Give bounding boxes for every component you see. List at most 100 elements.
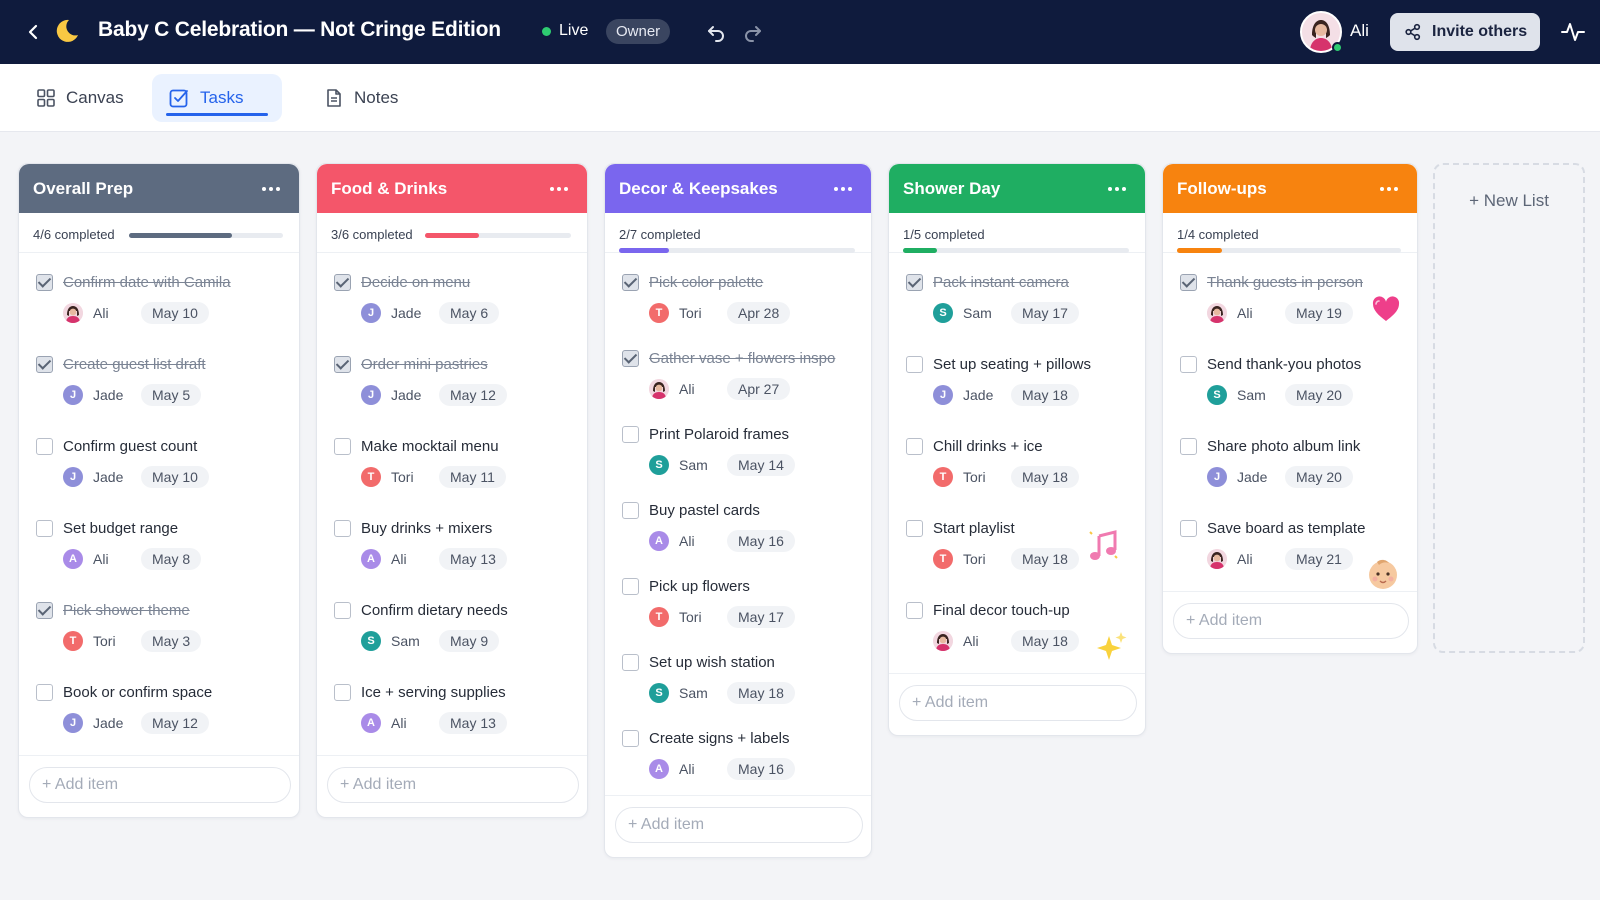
due-date-chip[interactable]: May 13 [439, 548, 507, 570]
task-title[interactable]: Gather vase + flowers inspo [649, 350, 836, 367]
due-date-chip[interactable]: May 18 [1011, 630, 1079, 652]
task-checkbox[interactable] [906, 356, 923, 373]
task-checkbox[interactable] [36, 356, 53, 373]
task-title[interactable]: Set up wish station [649, 654, 775, 671]
task-checkbox[interactable] [1180, 438, 1197, 455]
due-date-chip[interactable]: May 14 [727, 454, 795, 476]
task-title[interactable]: Decide on menu [361, 274, 471, 291]
user-avatar[interactable] [1300, 11, 1342, 53]
due-date-chip[interactable]: May 18 [727, 682, 795, 704]
due-date-chip[interactable]: May 18 [1011, 384, 1079, 406]
task-title[interactable]: Start playlist [933, 520, 1015, 537]
due-date-chip[interactable]: May 12 [141, 712, 209, 734]
task-checkbox[interactable] [36, 684, 53, 701]
task-title[interactable]: Make mocktail menu [361, 438, 499, 455]
due-date-chip[interactable]: May 13 [439, 712, 507, 734]
task-title[interactable]: Pick color palette [649, 274, 764, 291]
due-date-chip[interactable]: May 20 [1285, 384, 1353, 406]
due-date-chip[interactable]: May 17 [1011, 302, 1079, 324]
due-date-chip[interactable]: May 16 [727, 530, 795, 552]
due-date-chip[interactable]: May 21 [1285, 548, 1353, 570]
task-checkbox[interactable] [622, 578, 639, 595]
task-title[interactable]: Create signs + labels [649, 730, 790, 747]
due-date-chip[interactable]: Apr 27 [727, 378, 791, 400]
task-checkbox[interactable] [622, 274, 639, 291]
task-title[interactable]: Send thank-you photos [1207, 356, 1362, 373]
task-checkbox[interactable] [334, 684, 351, 701]
task-title[interactable]: Create guest list draft [63, 356, 206, 373]
task-title[interactable]: Print Polaroid frames [649, 426, 790, 443]
redo-icon[interactable] [741, 20, 765, 44]
task-title[interactable]: Book or confirm space [63, 684, 213, 701]
more-options-icon[interactable] [259, 179, 283, 199]
due-date-chip[interactable]: May 10 [141, 466, 209, 488]
more-options-icon[interactable] [831, 179, 855, 199]
due-date-chip[interactable]: May 10 [141, 302, 209, 324]
due-date-chip[interactable]: May 19 [1285, 302, 1353, 324]
due-date-chip[interactable]: May 20 [1285, 466, 1353, 488]
undo-icon[interactable] [704, 20, 728, 44]
tab-notes[interactable]: Notes [308, 74, 414, 122]
more-options-icon[interactable] [547, 179, 571, 199]
due-date-chip[interactable]: Apr 28 [727, 302, 791, 324]
task-checkbox[interactable] [334, 438, 351, 455]
task-checkbox[interactable] [334, 356, 351, 373]
task-checkbox[interactable] [906, 438, 923, 455]
more-options-icon[interactable] [1377, 179, 1401, 199]
due-date-chip[interactable]: May 6 [439, 302, 500, 324]
task-title[interactable]: Confirm date with Camila [63, 274, 231, 291]
new-list-button[interactable]: + New List [1433, 163, 1585, 653]
task-title[interactable]: Final decor touch-up [933, 602, 1070, 619]
task-title[interactable]: Confirm dietary needs [361, 602, 508, 619]
task-checkbox[interactable] [334, 274, 351, 291]
invite-others-button[interactable]: Invite others [1390, 13, 1540, 51]
due-date-chip[interactable]: May 3 [141, 630, 202, 652]
due-date-chip[interactable]: May 9 [439, 630, 500, 652]
tab-canvas[interactable]: Canvas [20, 74, 140, 122]
task-title[interactable]: Confirm guest count [63, 438, 198, 455]
add-item-input[interactable]: + Add item [327, 767, 579, 803]
back-arrow-icon[interactable] [22, 20, 46, 44]
task-title[interactable]: Set budget range [63, 520, 179, 537]
add-item-input[interactable]: + Add item [615, 807, 863, 843]
task-checkbox[interactable] [622, 502, 639, 519]
task-title[interactable]: Pick up flowers [649, 578, 750, 595]
add-item-input[interactable]: + Add item [29, 767, 291, 803]
more-options-icon[interactable] [1105, 179, 1129, 199]
due-date-chip[interactable]: May 18 [1011, 466, 1079, 488]
task-checkbox[interactable] [36, 274, 53, 291]
task-checkbox[interactable] [334, 520, 351, 537]
task-title[interactable]: Pack instant camera [933, 274, 1069, 291]
task-title[interactable]: Save board as template [1207, 520, 1366, 537]
task-checkbox[interactable] [36, 602, 53, 619]
task-checkbox[interactable] [622, 426, 639, 443]
due-date-chip[interactable]: May 17 [727, 606, 795, 628]
tab-tasks[interactable]: Tasks [152, 74, 282, 122]
due-date-chip[interactable]: May 5 [141, 384, 202, 406]
task-title[interactable]: Thank guests in person [1207, 274, 1363, 291]
due-date-chip[interactable]: May 12 [439, 384, 507, 406]
task-title[interactable]: Share photo album link [1207, 438, 1361, 455]
add-item-input[interactable]: + Add item [1173, 603, 1409, 639]
task-checkbox[interactable] [36, 438, 53, 455]
task-title[interactable]: Ice + serving supplies [361, 684, 506, 701]
task-title[interactable]: Buy pastel cards [649, 502, 760, 519]
task-title[interactable]: Order mini pastries [361, 356, 488, 373]
task-checkbox[interactable] [1180, 520, 1197, 537]
task-title[interactable]: Chill drinks + ice [933, 438, 1043, 455]
task-checkbox[interactable] [906, 520, 923, 537]
task-checkbox[interactable] [1180, 274, 1197, 291]
task-checkbox[interactable] [622, 654, 639, 671]
task-title[interactable]: Buy drinks + mixers [361, 520, 493, 537]
activity-pulse-icon[interactable] [1560, 19, 1586, 45]
due-date-chip[interactable]: May 11 [439, 466, 506, 488]
task-checkbox[interactable] [334, 602, 351, 619]
due-date-chip[interactable]: May 18 [1011, 548, 1079, 570]
task-title[interactable]: Pick shower theme [63, 602, 190, 619]
task-checkbox[interactable] [906, 274, 923, 291]
task-checkbox[interactable] [36, 520, 53, 537]
task-checkbox[interactable] [622, 730, 639, 747]
task-checkbox[interactable] [906, 602, 923, 619]
due-date-chip[interactable]: May 8 [141, 548, 202, 570]
task-title[interactable]: Set up seating + pillows [933, 356, 1092, 373]
